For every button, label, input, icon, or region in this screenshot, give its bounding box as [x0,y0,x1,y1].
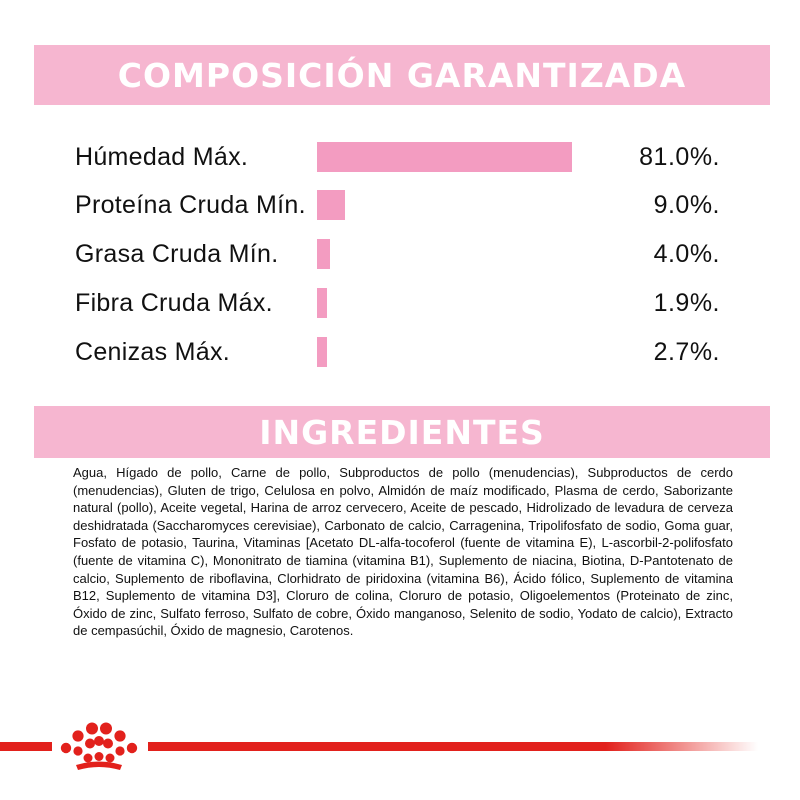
composition-bar [317,239,330,269]
composition-value: 4.0%. [653,240,720,268]
composition-row: Húmedad Máx. 81.0%. [0,137,800,177]
composition-label: Fibra Cruda Máx. [75,289,273,317]
ingredients-title: INGREDIENTES [259,412,545,452]
composition-bar [317,288,327,318]
royal-canin-crown-icon [60,722,138,770]
ingredients-text: Agua, Hígado de pollo, Carne de pollo, S… [73,465,733,639]
composition-label: Grasa Cruda Mín. [75,240,279,268]
ingredients-banner: INGREDIENTES [34,406,770,458]
brand-line-right [148,742,758,751]
composition-label: Cenizas Máx. [75,338,231,366]
composition-banner: COMPOSICIÓN GARANTIZADA [34,45,770,105]
composition-row: Proteína Cruda Mín. 9.0%. [0,185,800,225]
composition-label: Proteína Cruda Mín. [75,191,306,219]
composition-bar [317,337,327,367]
composition-value: 1.9%. [653,289,720,317]
composition-bar [317,142,573,172]
composition-row: Grasa Cruda Mín. 4.0%. [0,234,800,274]
composition-bar [317,190,346,220]
composition-title: COMPOSICIÓN GARANTIZADA [117,55,687,95]
composition-row: Cenizas Máx. 2.7%. [0,332,800,372]
composition-value: 2.7%. [653,338,720,366]
composition-value: 81.0%. [639,143,720,171]
composition-label: Húmedad Máx. [75,143,249,171]
brand-line-left [0,742,52,751]
composition-row: Fibra Cruda Máx. 1.9%. [0,283,800,323]
composition-value: 9.0%. [653,191,720,219]
